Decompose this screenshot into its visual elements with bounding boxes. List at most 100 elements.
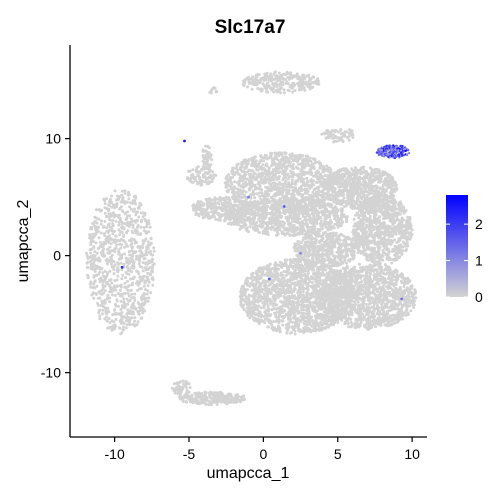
cell-point xyxy=(121,328,124,331)
cell-point xyxy=(282,158,285,161)
cell-point xyxy=(260,226,263,229)
cell-point xyxy=(98,314,101,317)
cell-point xyxy=(297,77,300,80)
cell-point xyxy=(194,179,197,182)
cell-point xyxy=(124,222,127,225)
cell-point xyxy=(240,206,243,209)
cell-point xyxy=(92,297,95,300)
cell-point xyxy=(267,187,270,190)
cell-point xyxy=(345,169,348,172)
cell-point xyxy=(289,170,292,173)
cell-point xyxy=(225,196,228,199)
cell-point xyxy=(378,181,381,184)
cell-point xyxy=(140,255,143,258)
cell-point xyxy=(108,279,111,282)
cell-point xyxy=(191,168,194,171)
cell-point xyxy=(310,181,313,184)
cell-point xyxy=(335,171,338,174)
cell-point xyxy=(268,222,271,225)
cell-point xyxy=(141,308,144,311)
cell-point xyxy=(353,203,356,206)
cell-point xyxy=(317,83,320,86)
cell-point xyxy=(108,234,111,237)
cell-point xyxy=(338,189,341,192)
cell-point xyxy=(130,239,133,242)
cell-point xyxy=(187,170,190,173)
cell-point xyxy=(282,201,285,204)
cell-point xyxy=(131,264,134,267)
cell-point xyxy=(97,311,100,314)
cell-point xyxy=(205,149,208,152)
cell-point xyxy=(296,208,299,211)
cell-point xyxy=(95,241,98,244)
cell-point xyxy=(305,206,308,209)
cell-point xyxy=(298,89,301,92)
cell-point xyxy=(278,222,281,225)
cell-point xyxy=(249,187,252,190)
cell-point xyxy=(369,191,372,194)
cell-point xyxy=(131,220,134,223)
cell-point xyxy=(208,151,211,154)
cell-point xyxy=(286,232,289,235)
cell-point xyxy=(96,222,99,225)
cell-point xyxy=(296,190,299,193)
cell-point xyxy=(303,86,306,89)
cell-point xyxy=(263,73,266,76)
cell-point xyxy=(306,223,309,226)
cell-point xyxy=(228,201,231,204)
cell-point xyxy=(337,217,340,220)
cell-point xyxy=(125,231,128,234)
cell-point xyxy=(110,263,113,266)
cell-point xyxy=(111,219,114,222)
cell-point xyxy=(294,173,297,176)
cell-point xyxy=(291,166,294,169)
cell-point xyxy=(235,171,238,174)
cell-point xyxy=(314,82,317,85)
cell-point xyxy=(93,216,96,219)
cell-point xyxy=(108,270,111,273)
cell-point xyxy=(124,200,127,203)
cell-point xyxy=(205,166,208,169)
cell-point xyxy=(306,161,309,164)
cell-point xyxy=(238,176,241,179)
cell-point xyxy=(186,176,189,179)
cell-point xyxy=(147,284,150,287)
cell-point xyxy=(122,235,125,238)
cell-point xyxy=(228,207,231,210)
cell-point xyxy=(262,182,265,185)
cell-point xyxy=(135,323,138,326)
cell-point xyxy=(267,226,270,229)
cell-point xyxy=(365,175,368,178)
cell-point xyxy=(274,85,277,88)
cell-point xyxy=(199,212,202,215)
cell-point xyxy=(363,190,366,193)
cell-point xyxy=(369,253,372,256)
cell-point xyxy=(146,293,149,296)
cell-point xyxy=(106,272,109,275)
cell-point xyxy=(112,313,115,316)
cell-point xyxy=(291,186,294,189)
cell-point xyxy=(144,282,147,285)
cell-point xyxy=(312,205,315,208)
cell-point xyxy=(202,165,205,168)
cell-point xyxy=(268,167,271,170)
cell-point xyxy=(297,157,300,160)
cell-point xyxy=(287,177,290,180)
cell-point xyxy=(255,76,258,79)
cell-point xyxy=(138,303,141,306)
cell-point xyxy=(87,257,90,260)
cell-point xyxy=(277,210,280,213)
cell-point xyxy=(237,192,240,195)
cell-point xyxy=(110,282,113,285)
cell-point xyxy=(351,182,354,185)
cell-point xyxy=(264,232,267,235)
cell-point xyxy=(117,224,120,227)
cell-point xyxy=(134,232,137,235)
cell-point xyxy=(308,83,311,86)
cell-point xyxy=(106,319,109,322)
cell-point xyxy=(110,195,113,198)
cell-point xyxy=(287,157,290,160)
cell-point xyxy=(374,232,377,235)
cell-point xyxy=(250,219,253,222)
cell-point xyxy=(353,176,356,179)
